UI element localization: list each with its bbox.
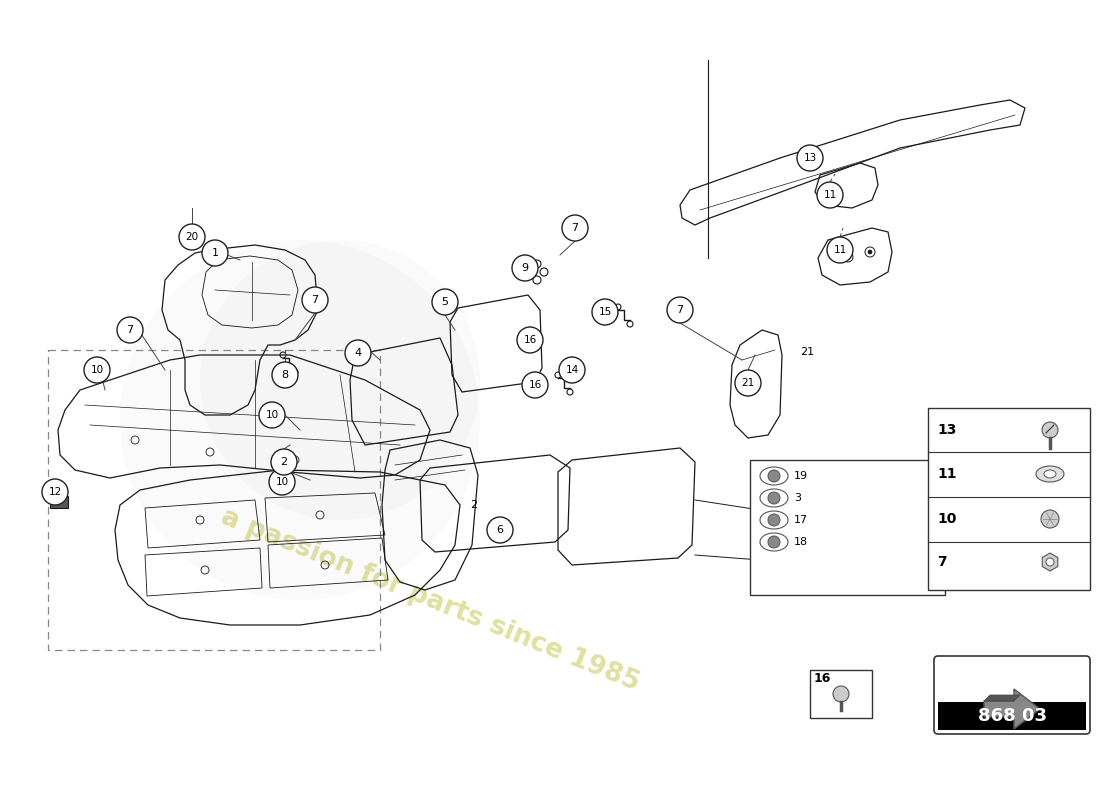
Circle shape xyxy=(735,370,761,396)
Text: 5: 5 xyxy=(441,297,449,307)
Circle shape xyxy=(271,449,297,475)
Circle shape xyxy=(345,340,371,366)
Polygon shape xyxy=(1042,553,1058,571)
Text: 868 03: 868 03 xyxy=(978,707,1046,725)
Circle shape xyxy=(517,327,543,353)
Text: 15: 15 xyxy=(598,307,612,317)
Circle shape xyxy=(833,686,849,702)
Text: 16: 16 xyxy=(524,335,537,345)
Text: 10: 10 xyxy=(90,365,103,375)
Text: 17: 17 xyxy=(794,515,808,525)
Text: 13: 13 xyxy=(937,423,956,437)
Text: 7: 7 xyxy=(937,555,947,569)
Circle shape xyxy=(768,492,780,504)
Text: 1: 1 xyxy=(211,248,219,258)
Circle shape xyxy=(272,362,298,388)
Text: 11: 11 xyxy=(824,190,837,200)
Polygon shape xyxy=(984,695,1020,701)
Text: 7: 7 xyxy=(676,305,683,315)
Circle shape xyxy=(522,372,548,398)
Text: 14: 14 xyxy=(565,365,579,375)
Ellipse shape xyxy=(1044,470,1056,478)
Circle shape xyxy=(827,237,853,263)
Text: 2: 2 xyxy=(470,500,477,510)
Circle shape xyxy=(592,299,618,325)
Text: 10: 10 xyxy=(937,512,956,526)
Text: 12: 12 xyxy=(48,487,62,497)
Text: 10: 10 xyxy=(275,477,288,487)
Circle shape xyxy=(559,357,585,383)
Circle shape xyxy=(42,479,68,505)
Circle shape xyxy=(302,287,328,313)
Circle shape xyxy=(117,317,143,343)
Circle shape xyxy=(1041,510,1059,528)
Circle shape xyxy=(562,215,588,241)
Circle shape xyxy=(200,240,480,520)
Circle shape xyxy=(84,357,110,383)
Text: 21: 21 xyxy=(741,378,755,388)
Text: a passion for parts since 1985: a passion for parts since 1985 xyxy=(217,504,644,696)
Text: 9: 9 xyxy=(521,263,529,273)
Circle shape xyxy=(120,240,480,600)
Circle shape xyxy=(258,402,285,428)
Circle shape xyxy=(868,250,872,254)
Ellipse shape xyxy=(1036,466,1064,482)
Circle shape xyxy=(202,240,228,266)
Circle shape xyxy=(1042,422,1058,438)
Circle shape xyxy=(1046,558,1054,566)
Text: 18: 18 xyxy=(794,537,808,547)
FancyBboxPatch shape xyxy=(810,670,872,718)
Circle shape xyxy=(817,182,843,208)
FancyBboxPatch shape xyxy=(934,656,1090,734)
Text: 10: 10 xyxy=(265,410,278,420)
Circle shape xyxy=(512,255,538,281)
Text: 6: 6 xyxy=(496,525,504,535)
Circle shape xyxy=(667,297,693,323)
Circle shape xyxy=(432,289,458,315)
FancyBboxPatch shape xyxy=(928,408,1090,590)
FancyBboxPatch shape xyxy=(750,460,945,595)
Text: 16: 16 xyxy=(814,671,832,685)
FancyBboxPatch shape xyxy=(50,496,68,508)
Text: 8: 8 xyxy=(282,370,288,380)
Circle shape xyxy=(768,470,780,482)
Circle shape xyxy=(179,224,205,250)
Text: 21: 21 xyxy=(800,347,814,357)
Text: 7: 7 xyxy=(311,295,319,305)
Text: 2: 2 xyxy=(280,457,287,467)
Circle shape xyxy=(768,514,780,526)
Text: 7: 7 xyxy=(571,223,579,233)
Circle shape xyxy=(798,145,823,171)
Circle shape xyxy=(846,255,850,259)
Circle shape xyxy=(768,536,780,548)
Circle shape xyxy=(270,469,295,495)
Text: 4: 4 xyxy=(354,348,362,358)
Polygon shape xyxy=(984,689,1040,729)
Text: 7: 7 xyxy=(126,325,133,335)
Text: 19: 19 xyxy=(794,471,808,481)
Text: 16: 16 xyxy=(528,380,541,390)
Circle shape xyxy=(487,517,513,543)
FancyBboxPatch shape xyxy=(938,702,1086,730)
Text: 20: 20 xyxy=(186,232,199,242)
Text: 11: 11 xyxy=(937,467,957,481)
Text: 11: 11 xyxy=(834,245,847,255)
Text: 3: 3 xyxy=(794,493,801,503)
Text: 13: 13 xyxy=(803,153,816,163)
